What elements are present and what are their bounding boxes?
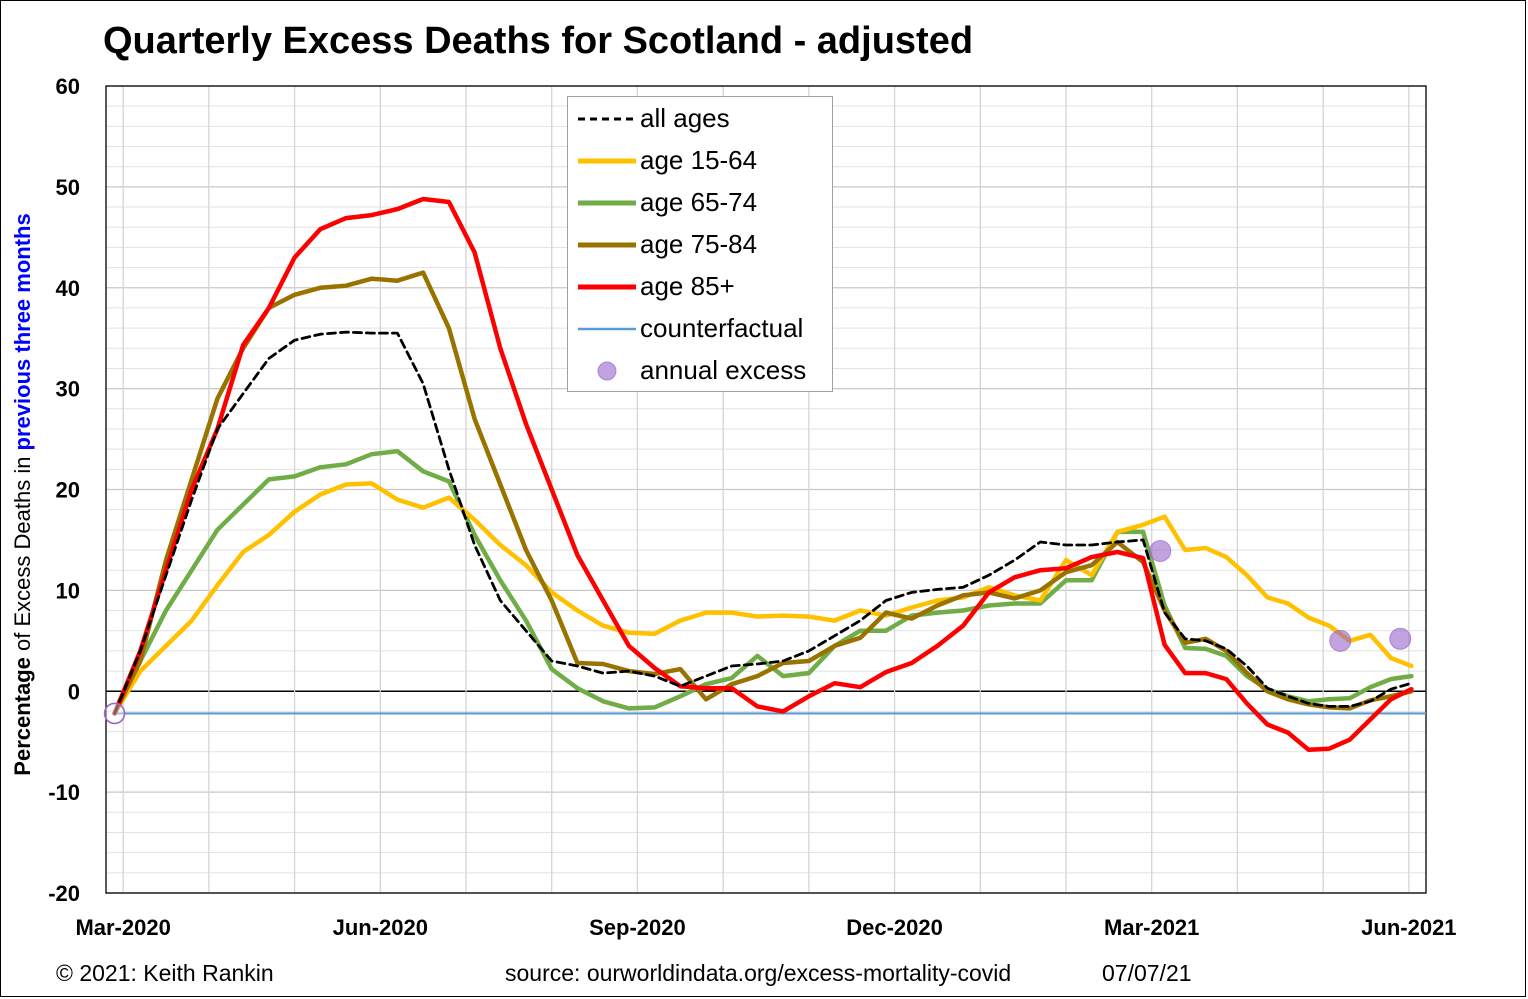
y-tick-label: -20 [48, 881, 80, 906]
y-tick-label: 0 [68, 679, 80, 704]
chart-title: Quarterly Excess Deaths for Scotland - a… [103, 20, 974, 62]
legend-label-annual-excess: annual excess [640, 355, 807, 385]
x-tick-label: Sep-2020 [589, 915, 686, 940]
legend-item-age-75-84: age 75-84 [568, 223, 832, 265]
legend-item-age-15-64: age 15-64 [568, 139, 832, 181]
series-lines [112, 196, 1426, 753]
legend-label-age-85-plus: age 85+ [640, 271, 735, 301]
legend-swatch-age-15-64 [578, 158, 636, 164]
annual-excess-point [1389, 627, 1412, 650]
x-tick-label: Dec-2020 [846, 915, 943, 940]
legend-item-age-65-74: age 65-74 [568, 181, 832, 223]
footer-copyright: © 2021: Keith Rankin [56, 960, 274, 986]
y-tick-label: 40 [56, 276, 80, 301]
legend-item-annual-excess: annual excess [568, 349, 832, 391]
legend-label-age-75-84: age 75-84 [640, 229, 758, 259]
legend-item-counterfactual: counterfactual [568, 307, 832, 349]
x-axis-ticks: Mar-2020 Jun-2020 Sep-2020 Dec-2020 Mar-2021… [75, 915, 1456, 940]
y-axis-label-part: previous three months [10, 213, 35, 450]
legend: all ages age 15-64 age 65-74 age 75-84 a… [567, 96, 833, 392]
footer-source: source: ourworldindata.org/excess-mortal… [505, 960, 1012, 986]
legend-label-age-65-74: age 65-74 [640, 187, 758, 217]
x-tick-label: Jun-2020 [333, 915, 428, 940]
footer-date: 07/07/21 [1102, 960, 1192, 986]
legend-swatch-all-ages [578, 117, 636, 121]
legend-label-counterfactual: counterfactual [640, 313, 804, 343]
series-line-age-85 [112, 196, 1414, 753]
legend-label-all-ages: all ages [640, 103, 730, 133]
legend-label-age-15-64: age 15-64 [640, 145, 758, 175]
legend-swatch-age-75-84 [578, 242, 636, 248]
legend-swatch-age-65-74 [578, 200, 636, 206]
y-tick-label: 10 [56, 578, 80, 603]
y-tick-label: -10 [48, 780, 80, 805]
y-tick-label: 30 [56, 377, 80, 402]
y-tick-label: 50 [56, 175, 80, 200]
plot-border [105, 85, 1427, 894]
annual-excess-point [1149, 540, 1172, 563]
legend-swatch-counterfactual [578, 327, 636, 331]
legend-swatch-annual-excess [597, 361, 617, 381]
series-line-all-ages [113, 330, 1413, 715]
legend-item-age-85-plus: age 85+ [568, 265, 832, 307]
y-axis-label-part: of Excess Deaths in [10, 450, 35, 657]
start-marker [103, 702, 126, 725]
x-tick-label: Jun-2021 [1361, 915, 1456, 940]
annual-excess-points [103, 540, 1412, 725]
series-line-age-75-84 [112, 270, 1414, 716]
x-tick-label: Mar-2020 [75, 915, 170, 940]
y-tick-label: 60 [56, 74, 80, 99]
series-line-age-15-64 [112, 481, 1414, 716]
y-axis-label-part: Percentage [10, 657, 35, 776]
x-tick-label: Mar-2021 [1104, 915, 1199, 940]
series-line-age-65-74 [112, 448, 1414, 716]
legend-swatch-age-85-plus [578, 284, 636, 290]
y-tick-label: 20 [56, 478, 80, 503]
annual-excess-point [1329, 629, 1352, 652]
y-axis-label: Percentage of Excess Deaths in previous … [10, 213, 35, 775]
legend-item-all-ages: all ages [568, 97, 832, 139]
y-axis-ticks: -20 -10 0 10 20 30 40 50 60 [48, 74, 80, 906]
